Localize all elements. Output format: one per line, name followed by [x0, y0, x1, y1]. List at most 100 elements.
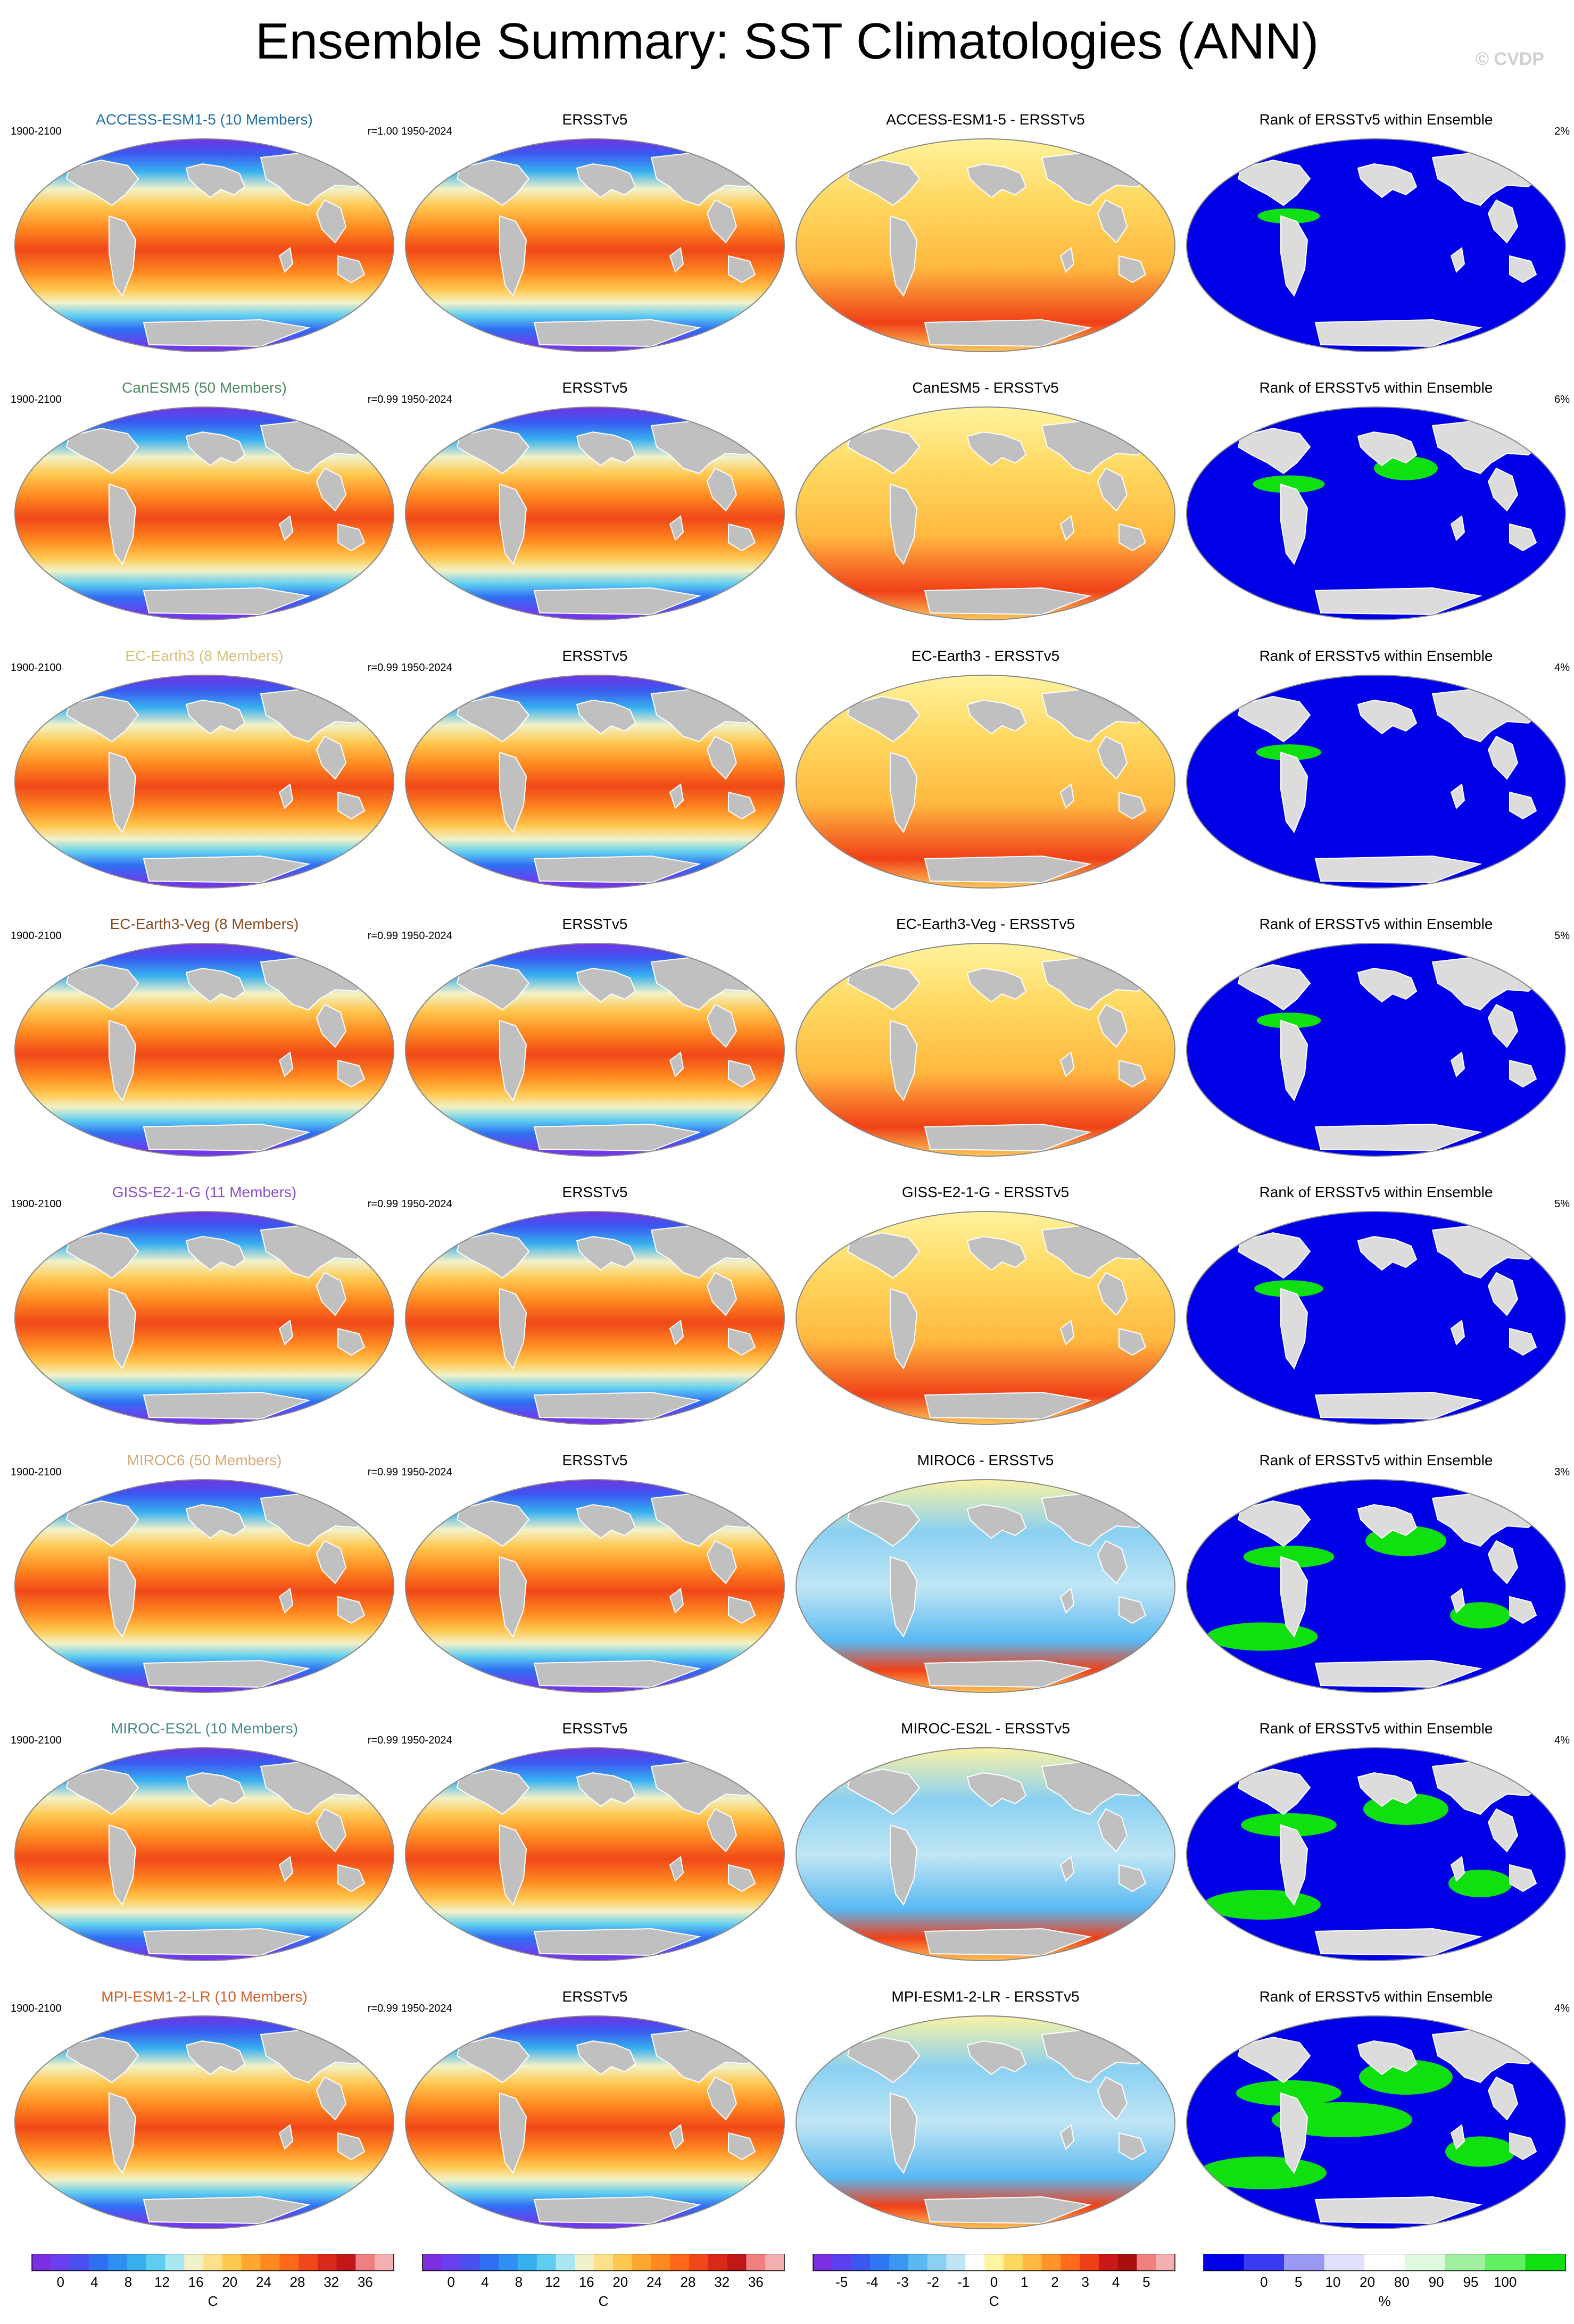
map-outline: [1186, 138, 1566, 352]
land-mass: [456, 159, 530, 206]
colorbar-swatch: [1445, 2254, 1486, 2271]
map-outline: [1186, 1479, 1566, 1693]
rank-panel: Rank of ERSSTv5 within Ensemble 5%: [1182, 915, 1570, 1165]
panel-stat: 5%: [1554, 930, 1570, 942]
diff-map: [796, 675, 1175, 889]
rank-green-region: [1243, 1546, 1335, 1568]
colorbar-swatch: [203, 2254, 223, 2271]
map-outline: [14, 2015, 394, 2229]
land-mass: [890, 1556, 918, 1638]
colorbar-swatch: [984, 2254, 1004, 2271]
land-mass: [847, 2036, 921, 2084]
land-mass: [890, 215, 918, 297]
land-mass: [533, 1123, 701, 1152]
land-mass: [1280, 751, 1308, 834]
land-mass: [966, 967, 1027, 1003]
colorbar: 0 4 8 12 16 20 24 28 32 36 C: [27, 2254, 409, 2312]
panel-years: 1950-2024: [401, 394, 452, 405]
land-mass: [1059, 1588, 1075, 1614]
watermark: © CVDP: [1476, 49, 1544, 69]
panel-title: GISS-E2-1-G (11 Members): [112, 1184, 297, 1200]
rank-map: [1186, 1211, 1566, 1425]
sst-map: [14, 1747, 394, 1961]
panel-title: MIROC6 (50 Members): [127, 1452, 282, 1468]
land-mass: [109, 1019, 137, 1102]
panel-title: EC-Earth3 - ERSSTv5: [911, 648, 1060, 664]
land-mass: [669, 515, 684, 541]
land-mass: [65, 427, 139, 475]
land-mass: [185, 699, 246, 735]
land-mass: [143, 319, 311, 347]
rank-green-region: [1256, 744, 1322, 760]
rank-panel: Rank of ERSSTv5 within Ensemble 4%: [1182, 1988, 1570, 2238]
colorbar-swatch: [832, 2254, 852, 2271]
land-mass: [924, 1391, 1092, 1420]
sst-map: [14, 675, 394, 889]
colorbar-tick-label: 32: [324, 2274, 339, 2290]
land-mass: [966, 1504, 1027, 1539]
colorbar-swatch: [727, 2254, 747, 2271]
land-mass: [1450, 1319, 1465, 1346]
obs-panel: ERSSTv5 1950-2024: [401, 1720, 789, 1970]
diff-panel: EC-Earth3-Veg - ERSSTv5: [792, 915, 1179, 1165]
map-outline: [14, 1479, 394, 1693]
land-mass: [185, 967, 246, 1003]
diff-panel: MPI-ESM1-2-LR - ERSSTv5: [792, 1988, 1179, 2238]
panel-title: ERSSTv5: [562, 1988, 628, 2005]
sst-map: [14, 2015, 394, 2229]
colorbar-tick-label: 1: [1021, 2274, 1028, 2290]
colorbar-tick-label: 28: [681, 2274, 696, 2290]
map-outline: [405, 1211, 785, 1425]
rank-panel: Rank of ERSSTv5 within Ensemble 3%: [1182, 1451, 1570, 1702]
colorbar-tick-label: 24: [256, 2274, 271, 2290]
land-mass: [1509, 255, 1537, 284]
land-mass: [728, 523, 756, 552]
colorbar-tick-label: 95: [1463, 2274, 1478, 2290]
land-mass: [847, 695, 921, 743]
map-outline: [405, 406, 785, 620]
sst-map: [14, 406, 394, 620]
map-outline: [796, 1747, 1175, 1961]
land-mass: [966, 431, 1027, 467]
diff-map: [796, 406, 1175, 620]
land-mass: [337, 1596, 366, 1624]
land-mass: [924, 1928, 1092, 1956]
land-mass: [1314, 2196, 1482, 2225]
land-mass: [109, 1824, 137, 1906]
land-mass: [456, 964, 530, 1011]
model-panel: EC-Earth3 (8 Members) 1900-2100 r=0.99: [11, 647, 398, 897]
land-mass: [109, 1288, 137, 1370]
sst-map: [405, 1747, 785, 1961]
land-mass: [576, 2040, 636, 2076]
land-mass: [1487, 467, 1519, 512]
panel-stat: r=0.99: [367, 930, 398, 942]
land-mass: [316, 1808, 347, 1853]
colorbar-swatch: [222, 2254, 242, 2271]
colorbar-swatch: [70, 2254, 89, 2271]
panel-stat: r=0.99: [367, 1198, 398, 1210]
colorbar-swatch: [870, 2254, 890, 2271]
panel-title: EC-Earth3-Veg - ERSSTv5: [896, 916, 1075, 932]
panel-years: 1950-2024: [401, 2003, 452, 2014]
land-mass: [278, 1588, 294, 1614]
land-mass: [1450, 783, 1465, 809]
colorbar-tick-label: 100: [1494, 2274, 1517, 2290]
land-mass: [316, 1272, 347, 1316]
land-mass: [337, 791, 366, 820]
colorbar-swatch: [1137, 2254, 1156, 2271]
land-mass: [143, 1391, 311, 1420]
land-mass: [1509, 1864, 1537, 1893]
sst-map: [14, 1211, 394, 1425]
model-panel: GISS-E2-1-G (11 Members) 1900-2100 r=0.99: [11, 1183, 398, 1433]
colorbar-swatch: [708, 2254, 728, 2271]
panel-title: ERSSTv5: [562, 1720, 628, 1737]
panel-title: MPI-ESM1-2-LR (10 Members): [101, 1988, 308, 2005]
land-mass: [1509, 791, 1537, 820]
land-mass: [65, 695, 139, 743]
rank-green-region: [1241, 1813, 1337, 1837]
land-mass: [1237, 427, 1311, 475]
land-mass: [109, 2092, 137, 2174]
rank-green-region: [1253, 475, 1325, 493]
land-mass: [65, 159, 139, 206]
land-mass: [143, 2196, 311, 2225]
